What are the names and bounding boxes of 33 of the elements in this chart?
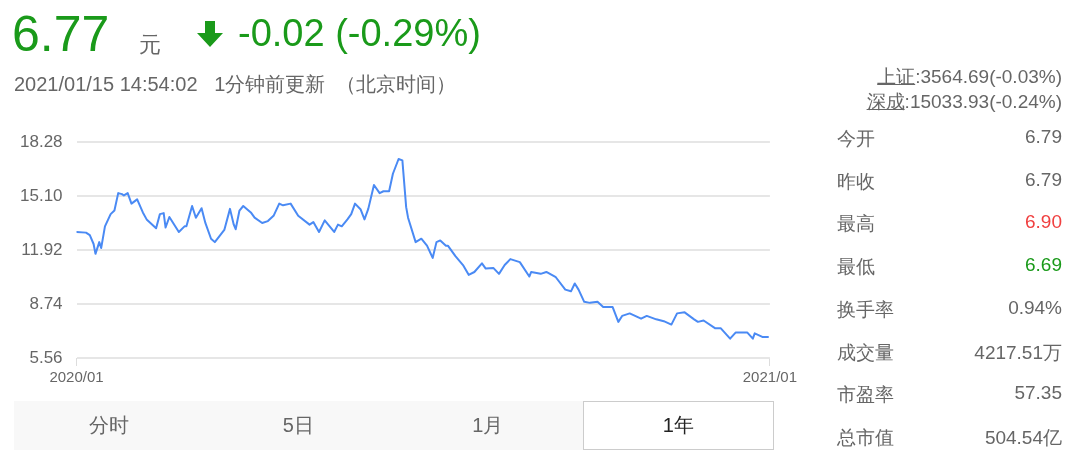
text: 今开 — [837, 127, 875, 151]
text: -0.02 (-0.29%) — [238, 11, 481, 56]
text: 6.79 — [1025, 126, 1062, 148]
text: 分时 — [87, 413, 130, 438]
x-tick-label: 2020/01 — [49, 368, 104, 386]
text: 504.54亿 — [984, 425, 1062, 450]
text: 4217.51万 — [974, 340, 1062, 365]
text: 换手率 — [837, 297, 894, 322]
y-tick-label: 8.74 — [29, 293, 63, 313]
text: 6.90 — [1025, 211, 1062, 234]
x-tick-label: 2021/01 — [742, 368, 798, 386]
text: 市盈率 — [837, 383, 894, 408]
y-tick-label: 15.10 — [19, 185, 63, 205]
text: 5日 — [281, 413, 315, 438]
text: 最低 — [837, 255, 875, 280]
text: 1年 — [582, 401, 774, 450]
text: 1月 — [471, 413, 505, 438]
text: 总市值 — [837, 425, 894, 450]
text: 6.69 — [1025, 254, 1062, 277]
text: 6.79 — [1025, 168, 1062, 191]
text: 0.94% — [1008, 296, 1062, 319]
text: 6.77 — [12, 5, 110, 64]
y-tick-label: 18.28 — [19, 131, 63, 151]
y-tick-label: 5.56 — [29, 347, 63, 367]
text: 最高 — [837, 212, 875, 237]
text: 成交量 — [837, 340, 894, 365]
y-tick-label: 11.92 — [21, 239, 63, 259]
text: 上证:3564.69(-0.03%) — [877, 66, 1062, 87]
text: 2021/01/15 14:54:02 1分钟前更新 （北京时间） — [14, 72, 457, 97]
text: 深成:15033.93(-0.24%) — [866, 91, 1062, 112]
text: 昨收 — [837, 169, 875, 194]
text: 57.35 — [1014, 382, 1062, 405]
text: 元 — [139, 31, 161, 59]
